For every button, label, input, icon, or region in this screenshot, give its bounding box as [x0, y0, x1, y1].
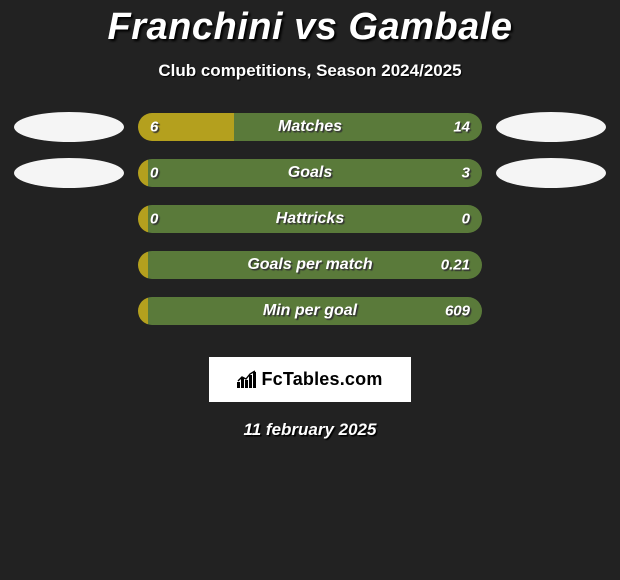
- bar-fill-left: [138, 297, 148, 325]
- stat-row: 614Matches: [0, 113, 620, 141]
- player-left-avatar: [14, 158, 124, 188]
- avatar-spacer: [14, 250, 124, 280]
- stat-row: 00Hattricks: [0, 205, 620, 233]
- player-left-avatar: [14, 112, 124, 142]
- stats-section: 614Matches03Goals00Hattricks0.21Goals pe…: [0, 113, 620, 325]
- stat-row: 609Min per goal: [0, 297, 620, 325]
- date-label: 11 february 2025: [0, 420, 620, 440]
- stat-value-left: 0: [150, 211, 158, 228]
- stat-row: 03Goals: [0, 159, 620, 187]
- bar-fill-right: [234, 113, 482, 141]
- stat-value-right: 3: [462, 165, 470, 182]
- stat-row: 0.21Goals per match: [0, 251, 620, 279]
- page-subtitle: Club competitions, Season 2024/2025: [0, 61, 620, 81]
- stat-bar: 609Min per goal: [138, 297, 482, 325]
- bar-fill-right: [148, 159, 482, 187]
- avatar-spacer: [14, 204, 124, 234]
- bar-fill-left: [138, 159, 148, 187]
- bar-fill-right: [148, 251, 482, 279]
- stat-bar: 614Matches: [138, 113, 482, 141]
- stat-bar: 0.21Goals per match: [138, 251, 482, 279]
- stat-bar: 00Hattricks: [138, 205, 482, 233]
- brand-text: FcTables.com: [261, 369, 382, 389]
- bar-fill-right: [148, 205, 482, 233]
- stat-value-right: 0: [462, 211, 470, 228]
- player-right-avatar: [496, 112, 606, 142]
- avatar-spacer: [496, 296, 606, 326]
- avatar-spacer: [14, 296, 124, 326]
- brand-logo: FcTables.com: [209, 357, 410, 402]
- page-title: Franchini vs Gambale: [0, 6, 620, 49]
- avatar-spacer: [496, 204, 606, 234]
- stat-value-right: 14: [453, 119, 470, 136]
- stat-value-left: 0: [150, 165, 158, 182]
- bar-fill-left: [138, 205, 148, 233]
- player-right-avatar: [496, 158, 606, 188]
- stat-value-left: 6: [150, 119, 158, 136]
- stat-value-right: 609: [445, 303, 470, 320]
- avatar-spacer: [496, 250, 606, 280]
- comparison-infographic: Franchini vs Gambale Club competitions, …: [0, 6, 620, 440]
- chart-icon: [237, 370, 257, 388]
- stat-value-right: 0.21: [441, 257, 470, 274]
- stat-bar: 03Goals: [138, 159, 482, 187]
- bar-fill-right: [148, 297, 482, 325]
- bar-fill-left: [138, 251, 148, 279]
